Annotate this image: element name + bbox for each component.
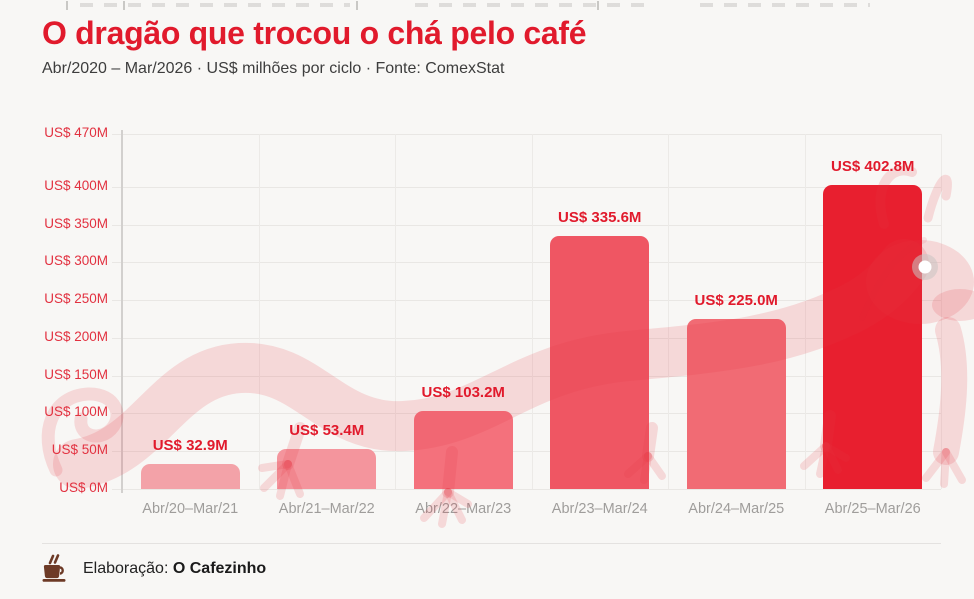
- bar-value-label: US$ 53.4M: [289, 421, 365, 439]
- x-axis-category-label: Abr/23–Mar/24: [551, 501, 648, 517]
- y-axis-tick-label: US$ 350M: [44, 215, 108, 231]
- y-gridline: [112, 337, 941, 339]
- y-axis-tick-label: US$ 400M: [44, 177, 108, 193]
- y-gridline: [112, 262, 941, 264]
- top-crop-tick: [66, 1, 68, 10]
- top-crop-dashes: [415, 3, 650, 7]
- y-axis-tick-label: US$ 200M: [44, 328, 108, 344]
- x-gridline: [668, 134, 669, 489]
- y-gridline: [112, 451, 941, 453]
- bar: [140, 464, 240, 489]
- footer-divider: [42, 543, 941, 544]
- x-gridline: [531, 134, 533, 489]
- y-gridline: [112, 186, 941, 188]
- coffee-mug-icon: [42, 554, 66, 582]
- x-axis-category-label: Abr/20–Mar/21: [142, 501, 239, 517]
- x-gridline: [804, 134, 806, 489]
- bar-value-label: US$ 103.2M: [421, 384, 505, 402]
- footer-credit: Elaboração: O Cafezinho: [83, 560, 266, 578]
- x-axis-category-label: Abr/21–Mar/22: [278, 501, 375, 517]
- y-gridline: [112, 413, 941, 415]
- bar: [550, 235, 650, 489]
- top-crop-tick: [356, 1, 358, 10]
- y-axis-tick-label: US$ 470M: [44, 125, 108, 140]
- y-axis-line: [121, 130, 123, 493]
- y-axis-tick-label: US$ 250M: [44, 291, 108, 307]
- x-axis-category-label: Abr/24–Mar/25: [688, 501, 785, 517]
- bar: [686, 319, 786, 489]
- y-axis-tick-label: US$ 0M: [59, 480, 108, 495]
- y-gridline: [112, 134, 941, 135]
- y-axis-tick-label: US$ 50M: [51, 442, 108, 458]
- chart-subtitle: Abr/2020 – Mar/2026 · US$ milhões por ci…: [42, 60, 505, 77]
- footer-credit-prefix: Elaboração:: [83, 560, 169, 577]
- top-crop-dashes: [80, 3, 350, 7]
- bar-value-label: US$ 402.8M: [831, 157, 915, 175]
- y-gridline: [112, 489, 941, 490]
- footer: Elaboração: O Cafezinho: [42, 554, 266, 584]
- x-axis-category-label: Abr/25–Mar/26: [824, 501, 921, 517]
- x-gridline: [258, 134, 260, 489]
- y-axis-tick-label: US$ 300M: [44, 253, 108, 269]
- chart-title: O dragão que trocou o chá pelo café: [42, 15, 587, 51]
- bar: [277, 448, 377, 489]
- bar: [413, 411, 513, 489]
- bar-value-label: US$ 225.0M: [694, 292, 778, 310]
- y-gridline: [112, 224, 941, 226]
- x-gridline: [941, 134, 942, 489]
- y-axis-tick-label: US$ 150M: [44, 366, 108, 382]
- x-gridline: [395, 134, 396, 489]
- top-crop-tick: [597, 1, 599, 10]
- top-crop-tick: [123, 1, 125, 10]
- bar: [823, 184, 923, 489]
- y-gridline: [112, 375, 941, 377]
- footer-credit-source: O Cafezinho: [172, 560, 267, 577]
- bar-value-label: US$ 32.9M: [152, 437, 228, 455]
- x-axis-category-label: Abr/22–Mar/23: [415, 501, 512, 517]
- bar-value-label: US$ 335.6M: [558, 208, 642, 226]
- y-gridline: [112, 300, 941, 302]
- y-axis-tick-label: US$ 100M: [44, 404, 108, 420]
- top-crop-dashes: [700, 3, 870, 7]
